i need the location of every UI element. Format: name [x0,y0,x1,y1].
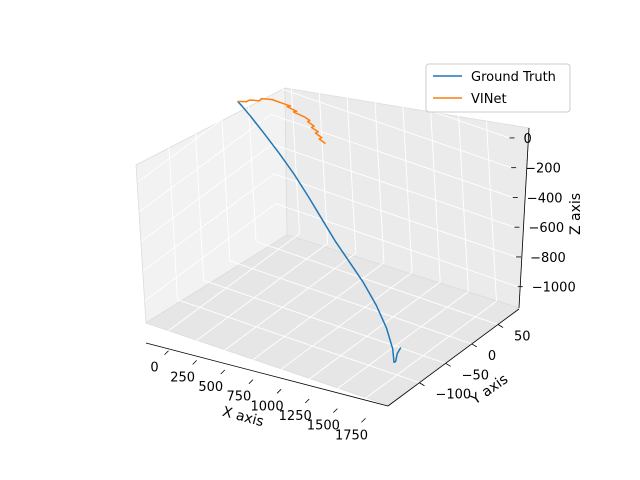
z-gridline-left [141,143,273,242]
series-group [237,97,402,364]
y-gridline-wall [219,80,231,261]
x-gridline-wall [373,82,385,263]
z-tick-label: 0 [523,132,531,147]
x-tick-label: 1500 [307,419,340,434]
x-tick [192,360,197,365]
y-axis-line [387,308,520,407]
z-gridline-back [270,114,513,198]
z-gridline-left [136,54,268,153]
x-gridline-floor [168,233,300,332]
legend-label-ground-truth: Ground Truth [471,70,556,85]
y-gridline-wall [245,61,257,242]
x-gridline-floor [196,243,328,341]
z-tick-label: −1000 [532,281,576,296]
x-gridline-wall [486,121,497,302]
x-tick-label: 250 [170,370,195,385]
x-gridline-floor [365,300,497,399]
legend-label-vinet: VINet [471,92,507,107]
x-tick [276,389,282,394]
y-gridline-floor [229,260,472,345]
z-gridline-back [269,84,512,169]
z-gridline-left [144,203,277,302]
y-gridline-wall [193,100,205,281]
z-tick-label: −800 [530,251,566,266]
x-gridline-floor [308,281,441,380]
x-gridline-floor [337,291,469,389]
x-tick [361,417,366,423]
y-tick-label: −50 [462,368,489,383]
series-line-ground-truth [237,100,402,364]
x-tick-label: 1250 [279,409,312,424]
x-gridline-wall [345,72,357,254]
z-tick-label: −600 [528,221,564,236]
y-tick [445,362,451,367]
x-tick [333,408,338,413]
y-tick [497,324,504,328]
y-tick-group: −100 −50 0 50 [419,324,531,403]
z-gridline-back [272,143,515,228]
x-gridline-floor [224,252,357,351]
x-gridline-wall [317,63,329,244]
z-gridline-back [275,203,518,288]
axis-lines [145,127,530,407]
x-gridline-wall [457,111,469,292]
x-tick-label: 750 [227,390,252,405]
y-gridline-wall [166,119,178,300]
x-tick [164,350,169,356]
z-tick-group: 0 −200 −400 −600 −800 −1000 [509,132,576,296]
z-tick-label: −200 [525,162,561,177]
x-gridline-floor [280,271,413,370]
y-tick-label: 0 [488,349,496,364]
x-gridline-wall [429,101,441,283]
axes-panes [135,87,530,406]
x-tick-label: 500 [198,380,223,395]
y-tick-label: 50 [514,330,531,345]
x-tick [248,379,254,384]
x-axis-line [145,342,389,407]
legend: Ground Truth VINet [425,63,571,113]
x-gridline-wall [289,53,300,234]
y-tick [471,343,478,348]
y-gridline-floor [177,299,420,384]
x-tick-label: 1000 [251,399,284,414]
x-tick [220,369,226,375]
x-tick-label: 1750 [335,428,368,443]
z-gridline-back [273,173,517,258]
series-line-vinet [237,97,326,145]
z-gridline-left [139,114,272,212]
z-axis-label: Z axis [568,193,584,235]
z-gridline-left [142,173,275,272]
x-gridline-wall [401,92,413,273]
grid-lines [136,53,518,399]
z-axis-line [518,127,530,309]
y-gridline-floor [203,279,446,364]
y-tick-label: −100 [435,388,471,403]
x-tick [304,398,310,404]
y-gridline-floor [255,241,499,325]
x-gridline-floor [252,262,385,361]
x-tick-label: 0 [150,361,158,376]
y-tick [419,382,425,387]
z-tick-label: −400 [527,191,563,206]
z-gridline-back [267,54,510,139]
